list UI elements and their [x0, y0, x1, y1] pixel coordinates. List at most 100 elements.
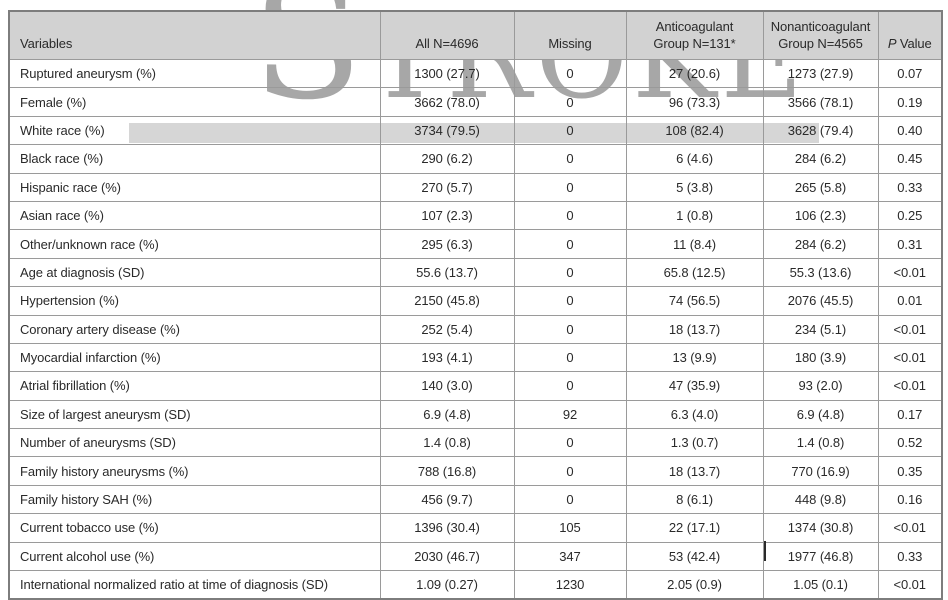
- value-cell: 0: [513, 144, 627, 174]
- table-row: Coronary artery disease (%) 252 (5.4) 0 18 …: [8, 314, 943, 344]
- value-cell: 6.9 (4.8): [379, 399, 515, 430]
- column-header-p-value: P Value: [877, 10, 943, 60]
- value-cell: 6.3 (4.0): [625, 399, 764, 430]
- value-cell: 290 (6.2): [379, 144, 515, 174]
- header-line: Group N=131*: [653, 36, 736, 52]
- variable-cell: Coronary artery disease (%): [8, 314, 381, 344]
- value-cell: 0.01: [877, 286, 943, 316]
- variable-cell: Age at diagnosis (SD): [8, 257, 381, 288]
- value-cell: 1.4 (0.8): [379, 428, 515, 458]
- value-cell: 18 (13.7): [625, 456, 764, 486]
- value-cell: 55.3 (13.6): [762, 257, 879, 288]
- value-cell: 47 (35.9): [625, 371, 764, 401]
- header-line: Group N=4565: [778, 36, 863, 52]
- value-cell: 0: [513, 371, 627, 401]
- value-cell: 96 (73.3): [625, 87, 764, 117]
- value-cell: 0: [513, 484, 627, 515]
- value-cell: 6 (4.6): [625, 144, 764, 174]
- table-body: Ruptured aneurysm (%) 1300 (27.7) 0 27 (20.…: [8, 58, 943, 600]
- value-cell: 1374 (30.8): [762, 513, 879, 543]
- variable-cell: Family history aneurysms (%): [8, 456, 381, 486]
- value-cell: 53 (42.4): [625, 541, 764, 572]
- variable-cell: Hypertension (%): [8, 286, 381, 316]
- column-header-all: All N=4696: [379, 10, 515, 60]
- variable-cell: Current tobacco use (%): [8, 513, 381, 543]
- value-cell: 107 (2.3): [379, 200, 515, 231]
- value-cell: 8 (6.1): [625, 484, 764, 515]
- table-row: Atrial fibrillation (%) 140 (3.0) 0 47 (35.…: [8, 371, 943, 401]
- value-cell: 0: [513, 115, 627, 146]
- baseline-characteristics-table: Variables All N=4696 Missing Anticoagula…: [8, 10, 943, 600]
- table-row: Number of aneurysms (SD) 1.4 (0.8) 0 1.3 (0…: [8, 428, 943, 458]
- value-cell: 284 (6.2): [762, 229, 879, 259]
- value-cell: 1 (0.8): [625, 200, 764, 231]
- value-cell: 1396 (30.4): [379, 513, 515, 543]
- value-cell: 234 (5.1): [762, 314, 879, 344]
- value-cell: 0.19: [877, 87, 943, 117]
- value-cell: 27 (20.6): [625, 58, 764, 89]
- column-header-missing: Missing: [513, 10, 627, 60]
- table-header: Variables All N=4696 Missing Anticoagula…: [8, 10, 943, 60]
- variable-cell: Atrial fibrillation (%): [8, 371, 381, 401]
- value-cell: 252 (5.4): [379, 314, 515, 344]
- value-cell: 0: [513, 286, 627, 316]
- header-row: Variables All N=4696 Missing Anticoagula…: [8, 10, 943, 60]
- variable-cell: Female (%): [8, 87, 381, 117]
- value-cell: 0: [513, 314, 627, 344]
- value-cell: 1.3 (0.7): [625, 428, 764, 458]
- value-cell: 3662 (78.0): [379, 87, 515, 117]
- value-cell: 270 (5.7): [379, 172, 515, 202]
- variable-cell: Ruptured aneurysm (%): [8, 58, 381, 89]
- p-symbol: P: [887, 36, 897, 52]
- variable-cell: Hispanic race (%): [8, 172, 381, 202]
- value-cell: 284 (6.2): [762, 144, 879, 174]
- value-cell: 2.05 (0.9): [625, 570, 764, 600]
- variable-cell: Size of largest aneurysm (SD): [8, 399, 381, 430]
- table-row: Current alcohol use (%) 2030 (46.7) 347 53 …: [8, 541, 943, 572]
- value-cell: 347: [513, 541, 627, 572]
- value-cell: 0.33: [877, 541, 943, 572]
- header-line: Nonanticoagulant: [770, 18, 871, 34]
- table-row: Age at diagnosis (SD) 55.6 (13.7) 0 65.8 (1…: [8, 257, 943, 288]
- table-row: Size of largest aneurysm (SD) 6.9 (4.8) 92…: [8, 399, 943, 430]
- value-cell: 0: [513, 428, 627, 458]
- value-cell: 0.17: [877, 399, 943, 430]
- table-row: Asian race (%) 107 (2.3) 0 1 (0.8) 106 (2.3)…: [8, 200, 943, 231]
- table-row: Family history SAH (%) 456 (9.7) 0 8 (6.1) 4…: [8, 484, 943, 515]
- variable-cell: Myocardial infarction (%): [8, 342, 381, 373]
- value-cell: 0: [513, 172, 627, 202]
- value-cell: <0.01: [877, 314, 943, 344]
- table-row: Black race (%) 290 (6.2) 0 6 (4.6) 284 (6.2)…: [8, 144, 943, 174]
- value-cell: <0.01: [877, 371, 943, 401]
- variable-cell: Number of aneurysms (SD): [8, 428, 381, 458]
- value-cell: 1230: [513, 570, 627, 600]
- value-cell: 2030 (46.7): [379, 541, 515, 572]
- table-row: Current tobacco use (%) 1396 (30.4) 105 22 …: [8, 513, 943, 543]
- value-cell: 1273 (27.9): [762, 58, 879, 89]
- variable-cell: Black race (%): [8, 144, 381, 174]
- value-cell: 74 (56.5): [625, 286, 764, 316]
- table-row: Hypertension (%) 2150 (45.8) 0 74 (56.5) 207…: [8, 286, 943, 316]
- variable-cell: Current alcohol use (%): [8, 541, 381, 572]
- column-header-nonanticoagulant: Nonanticoagulant Group N=4565: [762, 10, 879, 60]
- value-cell: 11 (8.4): [625, 229, 764, 259]
- value-cell: 0: [513, 342, 627, 373]
- value-cell: 0.16: [877, 484, 943, 515]
- value-cell: 106 (2.3): [762, 200, 879, 231]
- value-cell: 0: [513, 200, 627, 231]
- table-row: Family history aneurysms (%) 788 (16.8) 0 1…: [8, 456, 943, 486]
- table-row: Other/unknown race (%) 295 (6.3) 0 11 (8.4)…: [8, 229, 943, 259]
- value-cell: 0.31: [877, 229, 943, 259]
- value-cell: 0.07: [877, 58, 943, 89]
- value-cell: 1.4 (0.8): [762, 428, 879, 458]
- column-header-variables: Variables: [8, 10, 381, 60]
- p-value-label: Value: [896, 36, 932, 52]
- value-cell: 108 (82.4): [625, 115, 764, 146]
- value-cell: 5 (3.8): [625, 172, 764, 202]
- value-cell: 0: [513, 58, 627, 89]
- caret-artifact: [764, 541, 766, 561]
- value-cell: 0.33: [877, 172, 943, 202]
- value-cell: <0.01: [877, 570, 943, 600]
- value-cell: 180 (3.9): [762, 342, 879, 373]
- table-row: International normalized ratio at time o…: [8, 570, 943, 600]
